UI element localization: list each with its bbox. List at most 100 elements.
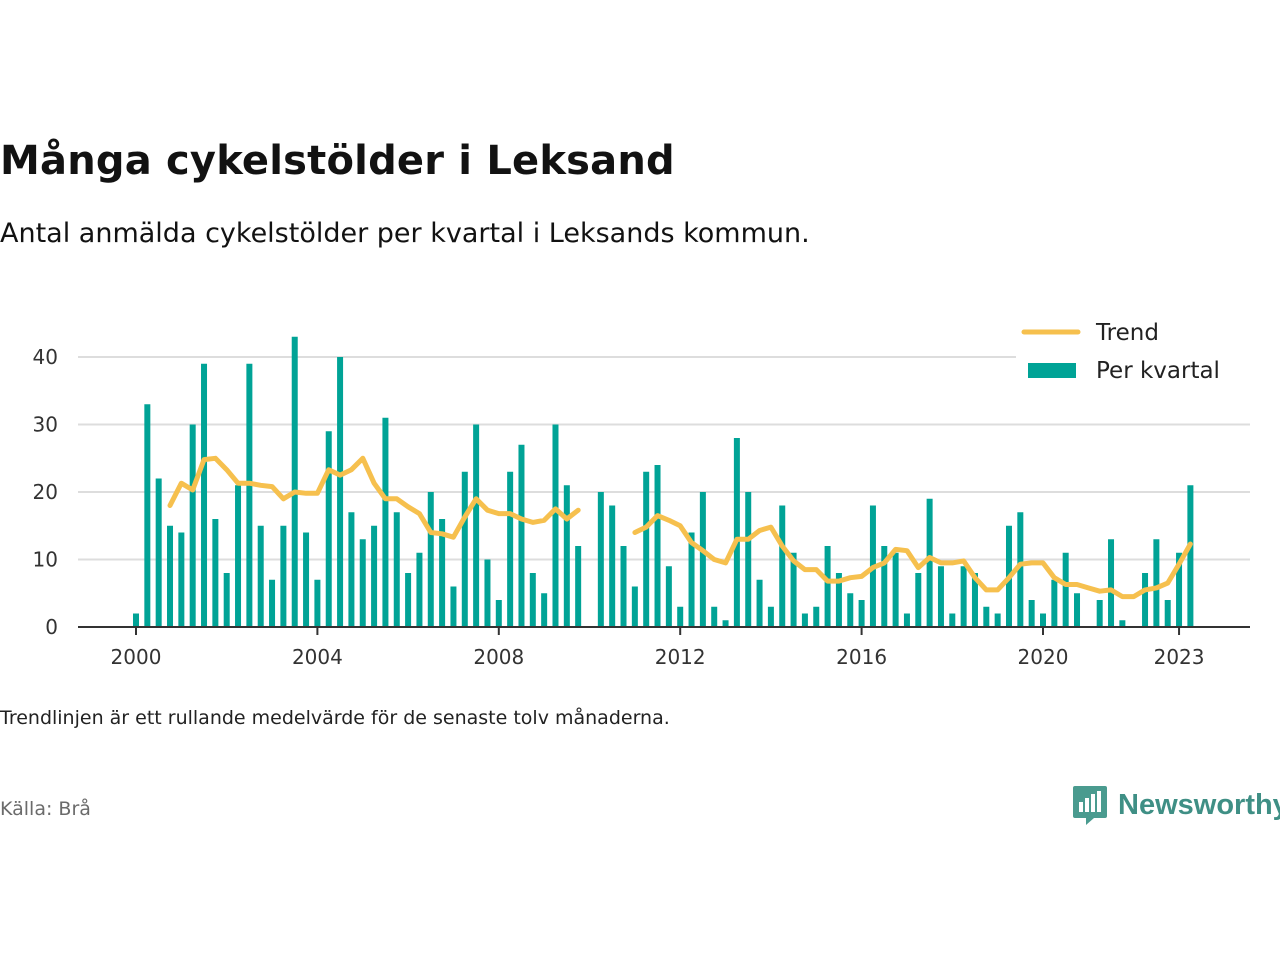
- bar: [178, 532, 185, 627]
- bar: [824, 546, 831, 627]
- bar: [1164, 600, 1171, 627]
- bar: [1119, 620, 1126, 627]
- bar: [767, 606, 774, 627]
- bar: [337, 357, 344, 627]
- y-tick-label: 20: [33, 480, 58, 504]
- chart: 2000 2004 2008 2012 2016 2020 2023 0 10 20 30 40 T…: [33, 314, 1250, 669]
- bar: [994, 613, 1001, 627]
- bar: [813, 606, 820, 627]
- chart-footnote: Trendlinjen är ett rullande medelvärde f…: [0, 707, 670, 729]
- bar: [858, 600, 865, 627]
- trend-line: [632, 513, 1193, 600]
- bar: [665, 566, 672, 627]
- newsworthy-logo-icon: [1073, 786, 1107, 825]
- x-tick-label: 2008: [473, 645, 524, 669]
- bar: [745, 492, 752, 627]
- bar: [167, 525, 174, 627]
- bar: [620, 546, 627, 627]
- bar: [405, 573, 412, 627]
- y-tick-label: 10: [33, 548, 58, 572]
- bar: [631, 586, 638, 627]
- bar: [790, 552, 797, 627]
- bar: [529, 573, 536, 627]
- bar: [439, 519, 446, 627]
- bar: [1108, 539, 1115, 627]
- trend-line-layer: [167, 455, 1193, 600]
- bar: [348, 512, 355, 627]
- bar: [915, 573, 922, 627]
- y-tick-label: 30: [33, 413, 58, 437]
- bar: [552, 424, 559, 627]
- source-text: Källa: Brå: [0, 798, 91, 820]
- bar: [382, 417, 389, 627]
- x-tick-label: 2023: [1154, 645, 1205, 669]
- bar: [1153, 539, 1160, 627]
- bar: [779, 505, 786, 627]
- y-tick-label: 40: [33, 345, 58, 369]
- bar: [801, 613, 808, 627]
- bar: [393, 512, 400, 627]
- x-axis-ticks: 2000 2004 2008 2012 2016 2020 2023: [111, 627, 1205, 669]
- y-axis-ticks: 0 10 20 30 40: [33, 345, 58, 639]
- bar: [847, 593, 854, 627]
- bar: [1040, 613, 1046, 627]
- legend-trend-label: Trend: [1095, 320, 1159, 346]
- bar: [371, 525, 378, 627]
- bar: [416, 552, 423, 627]
- bar: [507, 471, 514, 627]
- trend-line: [167, 455, 581, 540]
- bar: [1142, 573, 1149, 627]
- x-tick-label: 2012: [655, 645, 706, 669]
- bar: [1187, 485, 1194, 627]
- bar: [949, 613, 956, 627]
- bar: [983, 606, 990, 627]
- bar: [325, 431, 332, 627]
- bar: [314, 579, 321, 627]
- bar: [541, 593, 548, 627]
- bar: [563, 485, 570, 627]
- bar: [903, 613, 910, 627]
- bar: [960, 566, 967, 627]
- bar: [654, 465, 661, 627]
- bar: [1062, 552, 1069, 627]
- chart-subtitle: Antal anmälda cykelstölder per kvartal i…: [0, 218, 810, 249]
- newsworthy-brand[interactable]: Newsworthy: [1072, 784, 1280, 826]
- x-tick-label: 2004: [292, 645, 343, 669]
- bar: [643, 471, 650, 627]
- bar: [235, 485, 242, 627]
- y-tick-label: 0: [45, 615, 58, 639]
- x-tick-label: 2016: [836, 645, 887, 669]
- x-tick-label: 2020: [1018, 645, 1069, 669]
- brand-name: Newsworthy: [1118, 788, 1280, 821]
- bar: [1028, 600, 1035, 627]
- legend-bar-swatch: [1028, 363, 1076, 378]
- bar: [495, 600, 502, 627]
- legend-bar-label: Per kvartal: [1096, 358, 1220, 384]
- bar: [1096, 600, 1103, 627]
- bar: [257, 525, 264, 627]
- bar: [461, 471, 468, 627]
- bar: [892, 552, 899, 627]
- bar: [155, 478, 162, 627]
- bar: [144, 404, 151, 627]
- bar: [1176, 552, 1183, 627]
- bar: [937, 566, 944, 627]
- bar: [201, 363, 208, 627]
- bar: [189, 424, 196, 627]
- bar: [699, 492, 706, 627]
- bar: [677, 606, 684, 627]
- bar: [223, 573, 230, 627]
- bars-per-kvartal: [133, 336, 1194, 627]
- legend: Trend Per kvartal: [1016, 314, 1250, 390]
- bar: [269, 579, 276, 627]
- bar: [303, 532, 310, 627]
- bar: [575, 546, 582, 627]
- bar: [133, 613, 139, 627]
- bar: [609, 505, 616, 627]
- bar: [926, 498, 933, 627]
- bar: [756, 579, 763, 627]
- bar: [291, 336, 298, 627]
- bar: [473, 424, 480, 627]
- bar: [484, 559, 491, 627]
- bar: [1017, 512, 1024, 627]
